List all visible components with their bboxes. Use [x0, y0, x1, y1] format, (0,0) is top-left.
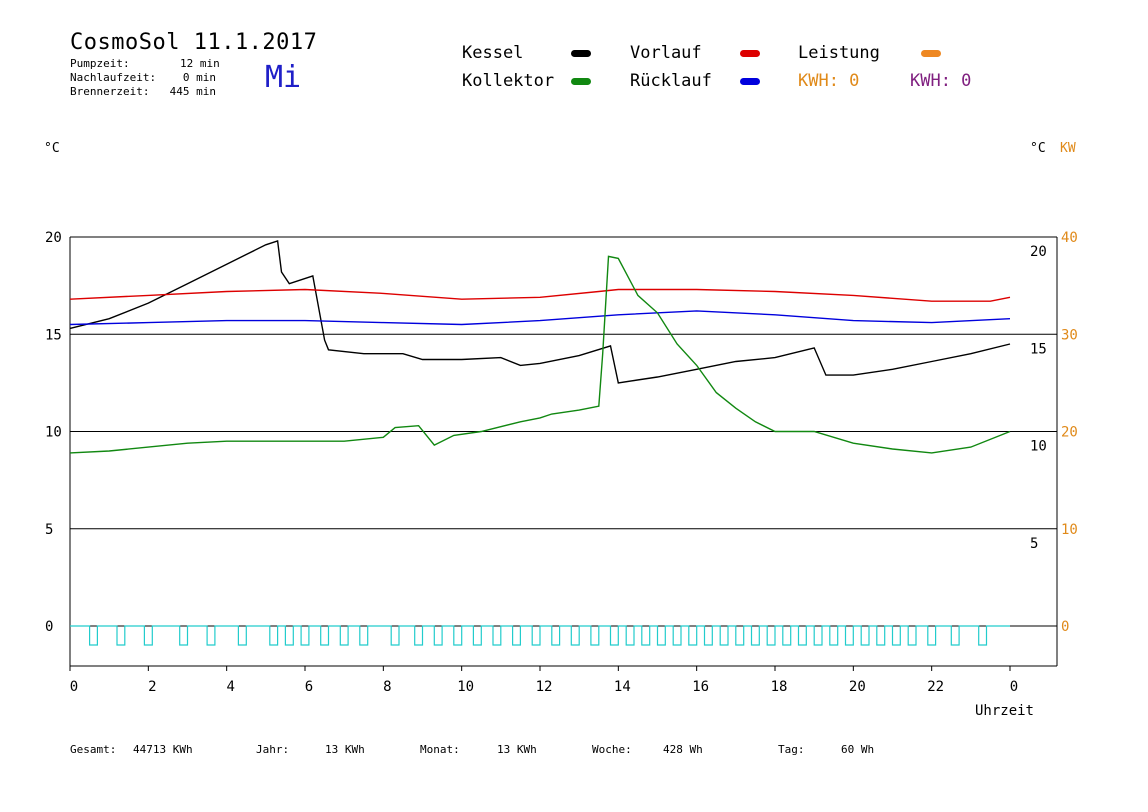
series-kollektor: [69, 255, 1011, 454]
x-tick-5: 10: [457, 679, 474, 695]
weekday-label: Mi: [265, 60, 302, 95]
y-tick-right-kw-20: 20: [1061, 425, 1078, 441]
legend-kessel-swatch: [571, 50, 591, 57]
woche-value: 428 Wh: [663, 743, 703, 756]
x-tick-9: 18: [771, 679, 788, 695]
brenner-time-label: Brennerzeit:: [70, 85, 150, 98]
legend-kessel-label: Kessel: [462, 43, 524, 63]
pump-time-label: Pumpzeit:: [70, 57, 130, 70]
y-tick-left-10: 10: [45, 425, 62, 441]
x-tick-11: 22: [927, 679, 944, 695]
legend-kollektor-label: Kollektor: [462, 71, 555, 91]
right-axis-unit-celsius: °C: [1030, 141, 1046, 156]
x-tick-12: 0: [1010, 679, 1018, 695]
y-tick-right-c-15: 15: [1030, 341, 1047, 357]
series-kessel: [69, 239, 1011, 384]
x-tick-10: 20: [849, 679, 866, 695]
tag-value: 60 Wh: [841, 743, 875, 756]
monat-value: 13 KWh: [497, 743, 537, 756]
monat-label: Monat:: [420, 743, 460, 756]
x-tick-1: 2: [148, 679, 156, 695]
y-tick-left-20: 20: [45, 230, 62, 246]
x-tick-6: 12: [536, 679, 553, 695]
y-tick-left-5: 5: [45, 522, 53, 538]
x-tick-3: 6: [305, 679, 313, 695]
y-tick-right-kw-40: 40: [1061, 230, 1078, 246]
legend-ruecklauf-label: Rücklauf: [630, 71, 712, 91]
x-tick-8: 16: [692, 679, 709, 695]
legend-leistung-label: Leistung: [798, 43, 880, 63]
y-tick-right-kw-10: 10: [1061, 522, 1078, 538]
pump-time-value: 12 min: [180, 57, 220, 70]
page-title: CosmoSol 11.1.2017: [70, 30, 318, 55]
jahr-label: Jahr:: [256, 743, 290, 756]
tag-label: Tag:: [778, 743, 805, 756]
x-tick-7: 14: [614, 679, 631, 695]
left-axis-unit: °C: [44, 141, 60, 156]
gesamt-value: 44713 KWh: [133, 743, 193, 756]
y-tick-right-c-20: 20: [1030, 244, 1047, 260]
woche-label: Woche:: [592, 743, 632, 756]
y-tick-right-kw-0: 0: [1061, 619, 1069, 635]
series-vorlauf: [69, 288, 1011, 302]
kwh-leistung: KWH: 0: [798, 71, 860, 91]
y-tick-right-c-10: 10: [1030, 439, 1047, 455]
right-axis-unit-kw: KW: [1060, 141, 1076, 156]
brenner-time-value: 445 min: [169, 85, 216, 98]
series-pump-pulses: [70, 625, 1010, 646]
legend-leistung-swatch: [921, 50, 941, 57]
y-tick-right-c-5: 5: [1030, 536, 1038, 552]
x-axis-label: Uhrzeit: [975, 703, 1034, 719]
legend-kollektor-swatch: [571, 78, 591, 85]
jahr-value: 13 KWh: [325, 743, 365, 756]
legend-vorlauf-label: Vorlauf: [630, 43, 702, 63]
x-tick-4: 8: [383, 679, 391, 695]
gesamt-label: Gesamt:: [70, 743, 117, 756]
kwh-total: KWH: 0: [910, 71, 972, 91]
legend-vorlauf-swatch: [740, 50, 760, 57]
y-tick-right-kw-30: 30: [1061, 327, 1078, 343]
x-tick-0: 0: [70, 679, 78, 695]
legend-ruecklauf-swatch: [740, 78, 760, 85]
y-tick-left-0: 0: [45, 619, 53, 635]
y-tick-left-15: 15: [45, 327, 62, 343]
series-ruecklauf: [69, 310, 1011, 326]
nachlauf-time-value: 0 min: [182, 71, 216, 84]
x-tick-2: 4: [226, 679, 234, 695]
nachlauf-time-label: Nachlaufzeit:: [70, 71, 157, 84]
